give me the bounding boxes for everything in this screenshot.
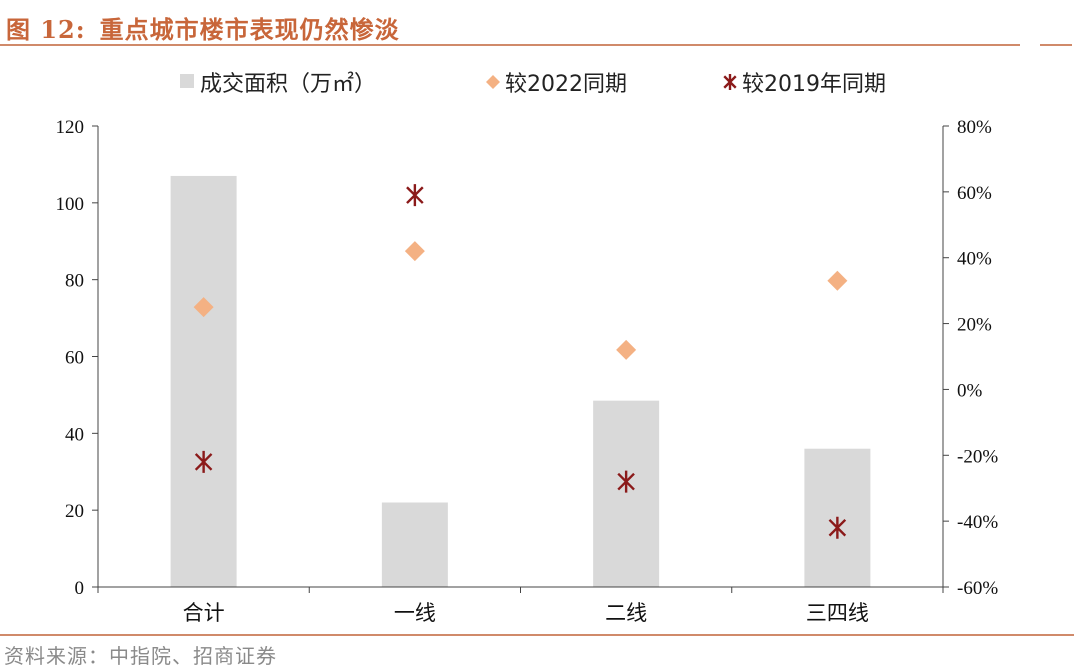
source-note: 资料来源：中指院、招商证券 [4, 644, 277, 668]
y-right-tick-label-2: -20% [957, 446, 998, 467]
bar-0 [170, 175, 237, 588]
legend-label-bar: 成交面积（万㎡） [200, 71, 376, 97]
figure-label: 图 12: [6, 15, 86, 44]
y-left-tick-label-4: 80 [65, 271, 84, 292]
y-right-tick-label-7: 80% [957, 117, 992, 138]
y-left-tick-label-1: 20 [65, 501, 84, 522]
chart-area: 0 20 40 60 80 100 120 -60% -40% -20% 0% 20% 40% 60% 80… [56, 71, 999, 625]
y-left-tick-label-5: 100 [56, 194, 85, 215]
bar-1 [381, 502, 448, 587]
legend-label-diamond: 较2022同期 [505, 72, 627, 97]
y-left-tick-label-0: 0 [75, 578, 85, 599]
asterisk-point-3 [828, 516, 847, 539]
y-right-tick-label-1: -40% [957, 512, 998, 533]
x-tick-label-3: 三四线 [806, 601, 869, 625]
y-right-tick-label-4: 20% [957, 315, 992, 336]
x-tick-label-2: 二线 [605, 601, 647, 625]
top-rule-end [1040, 44, 1072, 46]
y-left-tick-label-3: 60 [65, 348, 84, 369]
asterisk-point-1 [406, 184, 424, 207]
legend-swatch-diamond [486, 75, 500, 89]
bottom-rule [0, 634, 1074, 636]
y-left-tick-label-6: 120 [56, 117, 85, 138]
x-tick-label-0: 合计 [183, 601, 225, 625]
y-right-tick-label-5: 40% [957, 249, 992, 270]
bar-2 [593, 400, 660, 587]
legend-swatch-bar [180, 74, 194, 88]
asterisk-point-0 [194, 450, 213, 473]
diamond-point-3 [827, 270, 848, 291]
diamond-point-0 [193, 297, 214, 318]
y-right-tick-label-6: 60% [957, 183, 992, 204]
figure-title: 重点城市楼市表现仍然惨淡 [99, 15, 400, 44]
y-right-tick-label-0: -60% [957, 578, 998, 599]
legend-label-asterisk: 较2019年同期 [742, 72, 886, 97]
y-right-tick-label-3: 0% [957, 380, 983, 401]
figure-header: 图 12: 重点城市楼市表现仍然惨淡 [6, 10, 400, 45]
diamond-point-1 [404, 241, 425, 262]
asterisk-point-2 [617, 470, 635, 493]
legend-swatch-asterisk [723, 74, 737, 90]
y-left-tick-label-2: 40 [65, 424, 84, 445]
diamond-point-2 [616, 339, 637, 360]
top-rule [0, 44, 1020, 46]
x-tick-label-1: 一线 [394, 601, 436, 625]
